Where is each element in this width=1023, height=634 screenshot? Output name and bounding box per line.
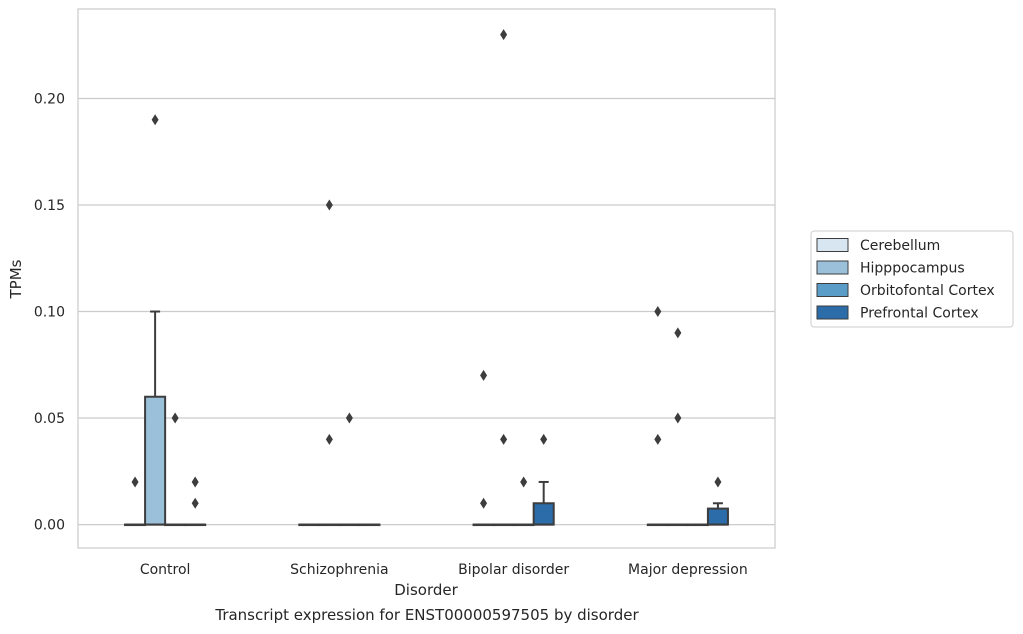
outlier-point [131,476,139,488]
outlier-point [520,476,528,488]
box-hipppocampus [492,523,515,527]
box-hipppocampus [144,310,167,526]
box-cerebellum [124,523,147,527]
figure-caption: Transcript expression for ENST0000059750… [215,606,639,624]
y-tick-label: 0.00 [34,518,65,534]
outlier-point [171,412,179,424]
box-body [532,502,555,526]
outlier-point [325,433,333,445]
gridlines [78,97,775,526]
box-prefrontal-cortex [532,480,555,526]
x-tick-label: Major depression [628,562,748,578]
legend-frame [810,230,1014,328]
outlier-point [500,29,508,41]
x-tick-label: Control [140,562,191,578]
outlier-point [654,306,662,318]
legend-label: Hipppocampus [860,261,965,277]
outlier-point [480,369,488,381]
legend-label: Cerebellum [860,238,940,254]
legend: Cerebellum Hipppocampus Orbitofontal Corte… [810,230,1014,328]
box-orbitofontal-cortex [686,523,709,527]
x-axis-ticks: Control Schizophrenia Bipolar disorder Majo… [140,562,748,578]
legend-swatch [816,260,849,275]
outlier-point [654,433,662,445]
x-tick-label: Schizophrenia [290,562,388,578]
outlier-point [345,412,353,424]
legend-swatch [816,238,849,252]
y-axis-ticks: 0.00 0.05 0.10 0.15 0.20 [34,91,65,533]
legend-label: Orbitofontal Cortex [860,283,995,299]
legend-swatch [816,305,849,320]
outlier-point [325,199,333,211]
box-prefrontal-cortex [358,523,381,527]
box-prefrontal-cortex [184,523,207,527]
y-axis-label: TPMs [7,259,25,299]
outlier-point [674,412,682,424]
x-axis-label: Disorder [394,581,458,599]
y-tick-label: 0.20 [34,91,65,107]
box-orbitofontal-cortex [338,523,361,527]
box-cerebellum [298,523,321,527]
outlier-point [540,433,548,445]
box-body [706,507,729,526]
box-prefrontal-cortex [706,502,729,526]
plot-area-frame [77,8,776,549]
box-cerebellum [472,523,495,527]
boxes-layer [124,310,729,527]
legend-swatch [816,283,849,297]
x-tick-label: Bipolar disorder [458,562,569,578]
outlier-point [191,497,199,509]
box-cerebellum [646,523,669,527]
outlier-point [500,433,508,445]
legend-label: Prefrontal Cortex [860,306,979,322]
outlier-point [674,327,682,339]
outlier-point [191,476,199,488]
box-hipppocampus [666,523,689,527]
y-tick-label: 0.10 [34,305,65,321]
box-orbitofontal-cortex [164,523,187,527]
outliers-layer [131,29,722,509]
y-tick-label: 0.15 [34,198,65,214]
box-body [144,395,167,526]
box-hipppocampus [318,523,341,527]
outlier-point [480,497,488,509]
box-orbitofontal-cortex [512,523,535,527]
y-tick-label: 0.05 [34,411,65,427]
outlier-point [714,476,722,488]
outlier-point [151,114,159,126]
